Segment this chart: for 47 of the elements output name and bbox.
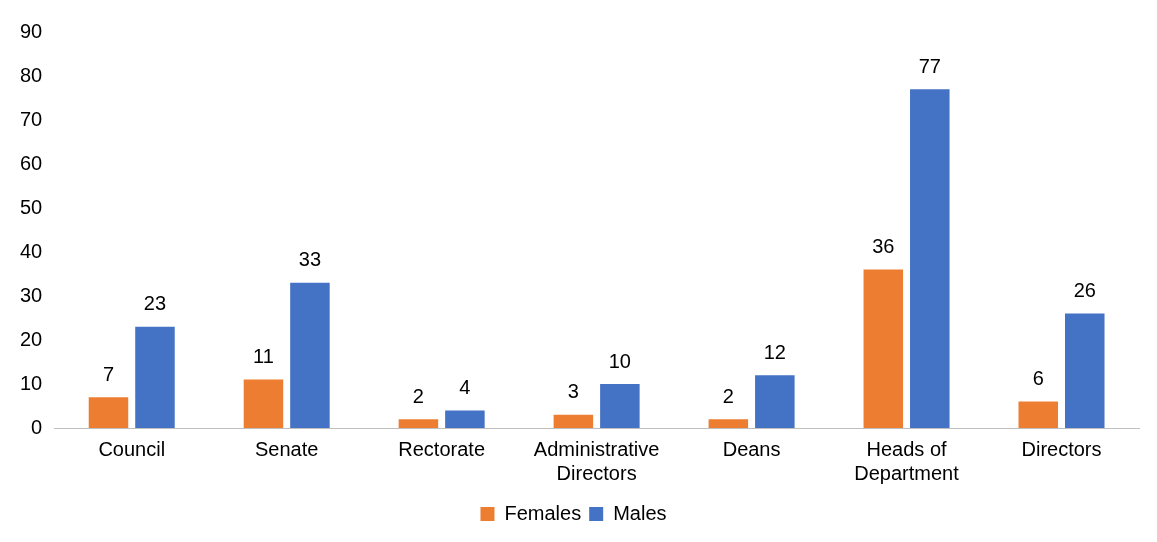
data-label: 26 (1073, 279, 1096, 302)
legend-label: Males (613, 501, 667, 524)
x-tick-label: Directors (1021, 437, 1102, 460)
bar (910, 89, 950, 428)
y-tick-label: 40 (20, 239, 43, 262)
data-label: 36 (872, 235, 895, 258)
x-tick-label: Heads of Department (854, 437, 960, 484)
bar (445, 410, 485, 428)
data-label: 4 (459, 375, 471, 398)
x-tick-label: Administrative Directors (533, 437, 660, 484)
y-tick-label: 70 (20, 107, 43, 130)
data-label: 33 (298, 248, 322, 271)
bar (553, 414, 594, 428)
x-tick-label: Senate (255, 437, 319, 460)
data-label: 77 (918, 54, 941, 77)
y-tick-label: 60 (20, 151, 43, 174)
y-tick-label: 50 (20, 195, 43, 218)
bar (1018, 401, 1059, 428)
x-tick-label: Deans (722, 437, 781, 460)
legend-label: Females (504, 501, 582, 524)
y-tick-label: 0 (31, 415, 43, 438)
bar (135, 326, 175, 428)
data-label: 3 (567, 380, 579, 403)
y-tick-label: 90 (20, 19, 43, 42)
data-label: 11 (253, 345, 274, 368)
bar (708, 419, 749, 428)
bar (88, 397, 129, 428)
data-label: 10 (608, 349, 631, 372)
x-tick-label: Rectorate (398, 437, 486, 460)
y-tick-label: 20 (20, 327, 43, 350)
bar (290, 282, 330, 428)
data-label: 6 (1032, 367, 1044, 390)
y-tick-label: 10 (20, 371, 43, 394)
bar (863, 269, 904, 428)
data-label: 23 (143, 292, 167, 315)
data-label: 2 (722, 384, 734, 407)
bar (398, 419, 439, 428)
data-label: 7 (102, 362, 115, 385)
y-tick-label: 80 (20, 63, 43, 86)
bar (1065, 313, 1105, 428)
bar (755, 375, 795, 428)
data-label: 12 (763, 340, 786, 363)
bar (243, 379, 284, 428)
x-tick-label: Council (98, 437, 166, 460)
data-label: 2 (412, 384, 424, 407)
y-tick-label: 30 (20, 283, 43, 306)
bar (600, 384, 640, 428)
